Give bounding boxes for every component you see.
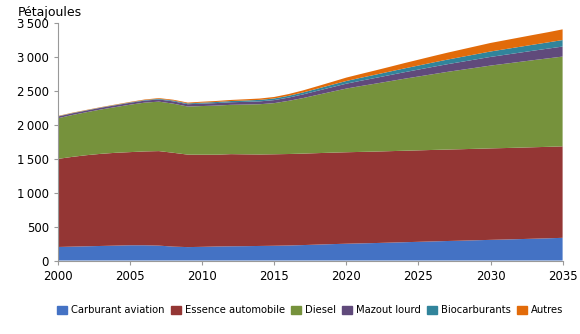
Text: Pétajoules: Pétajoules (17, 6, 82, 19)
Legend: Carburant aviation, Essence automobile, Diesel, Mazout lourd, Biocarburants, Aut: Carburant aviation, Essence automobile, … (53, 301, 567, 319)
